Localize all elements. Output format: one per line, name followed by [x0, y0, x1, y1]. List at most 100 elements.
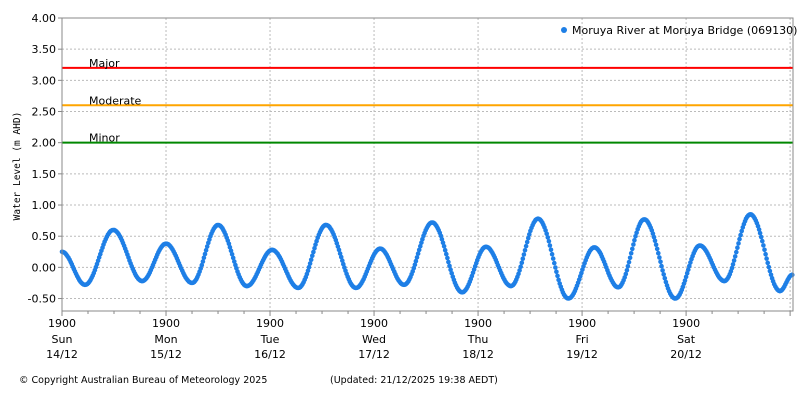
x-tick-label-day: Thu [467, 333, 489, 346]
data-point [522, 248, 528, 253]
threshold-label-minor: Minor [89, 132, 120, 145]
data-point [549, 251, 555, 257]
data-point [738, 232, 743, 238]
x-tick-label-day: Mon [154, 333, 177, 346]
data-point [413, 258, 419, 264]
data-point [416, 247, 422, 253]
data-point [202, 251, 208, 257]
data-point [448, 267, 453, 273]
data-point [548, 247, 554, 253]
x-tick-label-date: 16/12 [254, 348, 286, 361]
data-point [550, 256, 556, 261]
data-point [756, 227, 762, 232]
x-tick-label-day: Sun [52, 333, 73, 346]
data-point [660, 268, 665, 273]
data-point [757, 230, 763, 236]
data-point [444, 251, 449, 257]
data-point [227, 244, 233, 250]
data-point [518, 264, 523, 270]
data-point [730, 262, 736, 267]
data-point [555, 273, 560, 279]
data-point [623, 271, 629, 277]
data-point [313, 242, 318, 247]
y-tick-label: 1.00 [32, 199, 57, 212]
data-point [624, 268, 630, 273]
data-point [527, 232, 532, 237]
data-point [554, 269, 559, 275]
data-point [760, 238, 765, 244]
data-point [762, 247, 767, 253]
data-point [336, 247, 342, 253]
data-point [338, 254, 344, 260]
data-point [553, 265, 558, 270]
data-point [731, 258, 737, 263]
x-tick-label-date: 18/12 [462, 348, 494, 361]
x-tick-label-time: 1900 [672, 317, 700, 330]
data-point [739, 228, 744, 234]
y-tick-label: 0.50 [32, 230, 57, 243]
data-point [767, 268, 773, 274]
data-point [415, 251, 421, 256]
data-point [766, 264, 772, 270]
data-point [445, 255, 450, 261]
data-point [414, 255, 420, 260]
threshold-lines: Major Moderate Minor [62, 57, 793, 145]
data-point [734, 249, 739, 255]
data-point [520, 256, 526, 262]
data-point [653, 242, 659, 248]
data-point [556, 277, 561, 283]
data-point [732, 254, 738, 259]
data-point [228, 248, 234, 253]
updated-time: (Updated: 21/12/2025 19:38 AEDT) [330, 375, 498, 386]
data-point [656, 250, 661, 256]
data-point [523, 243, 529, 249]
y-tick-label: 2.50 [32, 106, 57, 119]
data-point [652, 238, 658, 244]
data-point [758, 234, 764, 240]
data-point [737, 236, 742, 242]
data-point [519, 260, 525, 266]
data-point [447, 263, 452, 269]
data-point [662, 276, 668, 281]
data-point [516, 271, 521, 277]
threshold-label-moderate: Moderate [89, 94, 142, 107]
data-point [311, 249, 316, 255]
data-point [630, 246, 635, 252]
data-point [412, 262, 418, 268]
x-tick-label-date: 17/12 [358, 348, 390, 361]
y-tick-label: -0.50 [28, 293, 56, 306]
data-point [229, 252, 235, 257]
data-point [764, 256, 769, 261]
data-point [544, 231, 549, 237]
data-point [446, 259, 451, 265]
data-point [547, 243, 553, 248]
data-point [627, 255, 633, 261]
data-point [661, 272, 666, 277]
data-point [650, 231, 656, 236]
data-point [310, 253, 315, 259]
data-point [307, 261, 313, 266]
data-point [763, 251, 768, 257]
data-point [203, 247, 209, 253]
x-tick-label-time: 1900 [152, 317, 180, 330]
x-tick-label-time: 1900 [464, 317, 492, 330]
data-point [736, 241, 741, 246]
data-point [657, 255, 662, 260]
data-point [658, 259, 663, 265]
data-point [232, 259, 237, 264]
data-point [552, 260, 557, 266]
x-tick-label-date: 20/12 [670, 348, 702, 361]
data-point [687, 263, 692, 269]
data-point [340, 258, 345, 263]
legend-marker [561, 27, 567, 33]
data-point [546, 239, 552, 244]
data-point [789, 272, 795, 278]
data-point [306, 264, 312, 270]
y-tick-label: 0.00 [32, 261, 57, 274]
y-tick-label: 2.00 [32, 137, 57, 150]
y-tick-label: 3.00 [32, 74, 57, 87]
data-point [628, 251, 634, 256]
x-tick-label-day: Sat [677, 333, 696, 346]
data-point [761, 243, 766, 248]
grid [61, 17, 793, 311]
